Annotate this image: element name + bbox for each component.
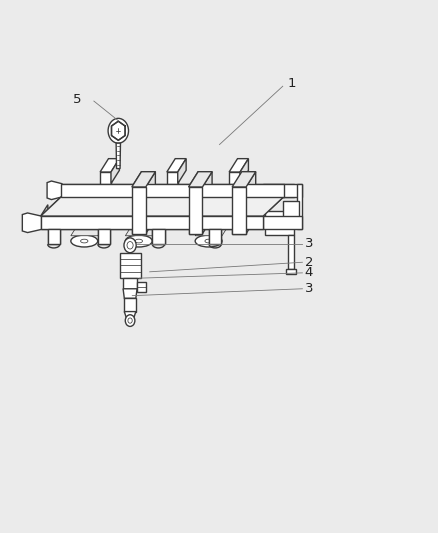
Circle shape: [108, 118, 128, 143]
Polygon shape: [98, 229, 110, 244]
Polygon shape: [61, 184, 283, 197]
Polygon shape: [47, 181, 62, 199]
Polygon shape: [152, 218, 171, 229]
Text: 1: 1: [286, 77, 295, 90]
Polygon shape: [232, 172, 255, 187]
Polygon shape: [41, 216, 262, 229]
Text: 5: 5: [73, 93, 81, 106]
Circle shape: [127, 241, 133, 249]
Ellipse shape: [71, 235, 98, 247]
Polygon shape: [188, 187, 202, 233]
Polygon shape: [229, 172, 240, 184]
Polygon shape: [152, 229, 164, 244]
Polygon shape: [297, 184, 302, 229]
Polygon shape: [47, 229, 60, 244]
Polygon shape: [100, 172, 111, 184]
Polygon shape: [111, 121, 125, 140]
Polygon shape: [188, 172, 212, 187]
Polygon shape: [111, 159, 119, 184]
Polygon shape: [240, 159, 248, 184]
Polygon shape: [100, 159, 119, 172]
Ellipse shape: [125, 235, 152, 247]
Polygon shape: [187, 198, 209, 208]
Polygon shape: [152, 229, 164, 244]
Polygon shape: [41, 197, 283, 216]
Polygon shape: [208, 229, 221, 244]
Polygon shape: [111, 121, 125, 140]
Polygon shape: [195, 228, 226, 236]
Polygon shape: [71, 228, 102, 236]
Circle shape: [127, 318, 132, 323]
Polygon shape: [232, 187, 246, 233]
Polygon shape: [123, 278, 137, 289]
Polygon shape: [41, 205, 48, 229]
Polygon shape: [286, 269, 295, 274]
Polygon shape: [188, 172, 212, 187]
Text: 2: 2: [304, 256, 312, 269]
Circle shape: [124, 238, 136, 253]
Text: 3: 3: [304, 282, 312, 295]
Polygon shape: [124, 298, 135, 312]
Text: 3: 3: [304, 237, 312, 250]
Polygon shape: [188, 187, 202, 233]
Polygon shape: [262, 184, 302, 197]
Text: 4: 4: [304, 266, 312, 279]
Polygon shape: [125, 228, 157, 236]
Polygon shape: [131, 208, 146, 216]
Polygon shape: [98, 229, 110, 244]
Polygon shape: [166, 172, 177, 184]
Polygon shape: [145, 172, 155, 233]
Polygon shape: [166, 159, 186, 172]
Polygon shape: [124, 312, 135, 318]
Polygon shape: [202, 172, 212, 233]
Polygon shape: [208, 218, 228, 229]
Polygon shape: [288, 235, 293, 269]
Polygon shape: [41, 197, 283, 216]
Polygon shape: [47, 229, 60, 244]
Polygon shape: [131, 172, 155, 187]
Polygon shape: [229, 159, 248, 172]
Polygon shape: [47, 218, 67, 229]
Circle shape: [125, 315, 134, 326]
Polygon shape: [22, 213, 42, 232]
Polygon shape: [61, 184, 283, 197]
Polygon shape: [98, 218, 117, 229]
Polygon shape: [283, 201, 298, 220]
Polygon shape: [265, 211, 293, 235]
Polygon shape: [232, 187, 246, 233]
Ellipse shape: [195, 235, 222, 247]
Polygon shape: [232, 172, 255, 187]
Ellipse shape: [135, 239, 142, 243]
Polygon shape: [137, 282, 146, 292]
Polygon shape: [131, 187, 145, 233]
Polygon shape: [231, 208, 247, 216]
Polygon shape: [177, 159, 186, 184]
Polygon shape: [246, 172, 255, 233]
Polygon shape: [131, 198, 152, 208]
Polygon shape: [187, 208, 203, 216]
Ellipse shape: [81, 239, 88, 243]
Polygon shape: [231, 198, 252, 208]
Polygon shape: [119, 253, 140, 278]
Polygon shape: [131, 187, 145, 233]
Polygon shape: [208, 229, 221, 244]
Polygon shape: [262, 216, 302, 229]
Ellipse shape: [205, 239, 212, 243]
Polygon shape: [123, 289, 137, 298]
Polygon shape: [41, 216, 262, 229]
Polygon shape: [116, 143, 120, 168]
Polygon shape: [131, 172, 155, 187]
